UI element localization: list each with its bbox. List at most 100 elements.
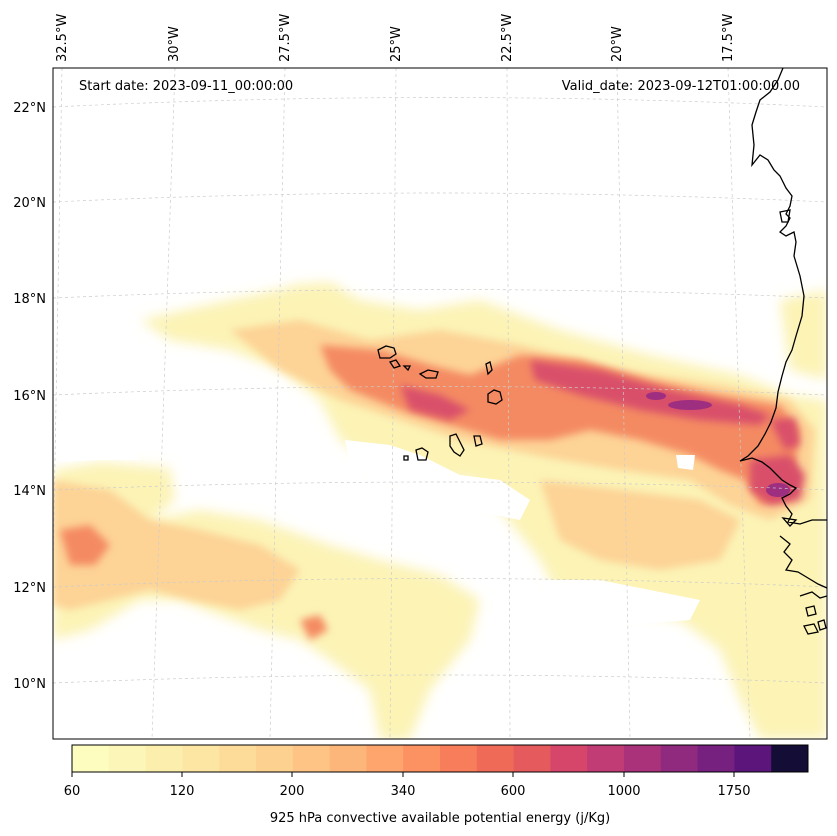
lon-labels: 32.5°W 30°W 27.5°W 25°W 22.5°W 20°W 17.5… <box>55 14 736 62</box>
grid-lat-22 <box>53 97 827 108</box>
lon-label-22-5w: 22.5°W <box>500 14 515 62</box>
lat-label-12n: 12°N <box>13 581 46 596</box>
cape-region-west-mid <box>53 480 300 610</box>
cape-region-south-mid <box>540 480 740 570</box>
colorbar-cell <box>476 745 515 772</box>
cape-region-coast-peak-north <box>770 418 800 450</box>
grid-lat-12 <box>53 578 827 588</box>
colorbar-cell <box>219 745 257 772</box>
colorbar-ticklabel-200: 200 <box>280 784 305 799</box>
colorbar-cell <box>108 745 147 772</box>
lon-label-27-5w: 27.5°W <box>278 14 293 62</box>
cape-max-3 <box>766 483 790 497</box>
grid-lat-14 <box>53 481 827 491</box>
lat-label-16n: 16°N <box>13 389 46 404</box>
coastal-island-1 <box>805 605 817 617</box>
cape-holes <box>60 438 700 625</box>
colorbar-ticks <box>71 772 735 777</box>
colorbar-cell <box>292 745 331 772</box>
grid-lon-17-5 <box>727 68 751 739</box>
colorbar-ticklabel-120: 120 <box>170 784 195 799</box>
cape-high-layer <box>60 345 800 640</box>
colorbar-cell <box>440 745 478 772</box>
maio-island <box>473 435 483 447</box>
grid-lon-22-5 <box>506 68 511 739</box>
colorbar-cell <box>660 745 699 772</box>
lon-label-30w: 30°W <box>167 26 182 62</box>
colorbar-cell <box>366 745 404 772</box>
cape-region-west-high <box>60 525 110 565</box>
coastlines <box>377 68 827 635</box>
bissagos-coast <box>799 591 827 599</box>
gambia-inlet <box>781 517 798 527</box>
graticule <box>53 68 827 739</box>
coastal-island-3 <box>817 619 827 631</box>
african-coastline <box>739 68 827 525</box>
santa-luzia-island <box>402 365 412 372</box>
cape-field <box>53 282 827 739</box>
santo-antao-island <box>377 345 397 359</box>
colorbar-ticklabel-340: 340 <box>391 784 416 799</box>
colorbar-ticklabel-1000: 1000 <box>607 784 640 799</box>
cape-region-far-east <box>780 290 827 380</box>
lat-label-20n: 20°N <box>13 196 46 211</box>
colorbar-cell <box>403 745 441 772</box>
lon-label-20w: 20°W <box>610 26 625 62</box>
sal-island <box>485 361 493 376</box>
grid-lat-10 <box>53 674 827 684</box>
colorbar-cell <box>697 745 735 772</box>
cape-region-island-peak <box>400 385 470 420</box>
colorbar-ticklabel-600: 600 <box>501 784 526 799</box>
map-panel <box>53 68 827 739</box>
cape-region-south-high <box>300 615 328 640</box>
colorbar-ticklabel-60: 60 <box>64 784 81 799</box>
fogo-island <box>415 447 429 461</box>
map-frame <box>52 67 828 740</box>
brava-island <box>403 455 409 461</box>
lon-label-17-5w: 17.5°W <box>721 14 736 62</box>
colorbar: 60 120 200 340 600 1000 1750 925 hPa con… <box>64 744 809 826</box>
grid-lat-16 <box>53 386 827 396</box>
colorbar-cell <box>145 745 183 772</box>
valid-date-label: Valid_date: 2023-09-12T01:00:00.00 <box>562 79 800 94</box>
grid-lon-27-5 <box>269 68 286 739</box>
colorbar-cells <box>72 745 809 772</box>
colorbar-ticklabel-1750: 1750 <box>717 784 750 799</box>
colorbar-cell <box>587 745 625 772</box>
lat-label-10n: 10°N <box>13 677 46 692</box>
lat-labels: 22°N 20°N 18°N 16°N 14°N 12°N 10°N <box>13 101 46 692</box>
sao-vicente-island <box>388 359 402 369</box>
start-date-label: Start date: 2023-09-11_00:00:00 <box>79 79 293 94</box>
cape-region-main-high <box>320 345 800 505</box>
lat-label-18n: 18°N <box>13 292 46 307</box>
grid-lat-18 <box>53 289 827 299</box>
colorbar-label: 925 hPa convective available potential e… <box>270 811 610 826</box>
lat-label-22n: 22°N <box>13 101 46 116</box>
grid-lon-20 <box>616 68 631 739</box>
african-coastline-south <box>779 535 827 589</box>
coastal-island-4 <box>779 209 791 223</box>
colorbar-cell <box>329 745 367 772</box>
colorbar-cell <box>550 745 588 772</box>
lon-label-32-5w: 32.5°W <box>55 14 70 62</box>
sao-nicolau-island <box>418 369 439 379</box>
colorbar-cell <box>734 745 772 772</box>
lon-label-25w: 25°W <box>389 26 404 62</box>
cape-region-main-peak <box>530 360 770 425</box>
colorbar-cell <box>182 745 220 772</box>
colorbar-cell <box>624 745 662 772</box>
coastal-island-2 <box>803 623 819 635</box>
colorbar-cell <box>256 745 294 772</box>
cape-max-2 <box>646 392 666 400</box>
cape-region-north-tip <box>290 282 360 305</box>
grid-lat-20 <box>53 192 827 203</box>
colorbar-cell <box>513 745 551 772</box>
colorbar-cell <box>72 745 110 772</box>
grid-lon-30 <box>151 68 176 739</box>
cape-max-1 <box>668 400 712 410</box>
santiago-island <box>449 433 465 457</box>
lat-label-14n: 14°N <box>13 484 46 499</box>
boa-vista-island <box>487 389 503 405</box>
grid-lon-25 <box>389 68 397 739</box>
